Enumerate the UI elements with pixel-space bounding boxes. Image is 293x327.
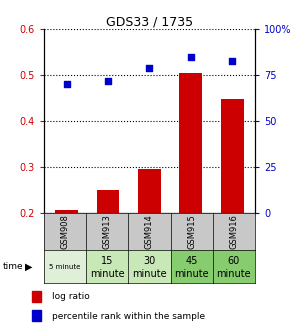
Text: minute: minute: [132, 269, 167, 279]
Bar: [138, 169, 161, 213]
Text: time: time: [3, 262, 23, 271]
Text: GSM914: GSM914: [145, 214, 154, 249]
Point: [106, 78, 110, 83]
Bar: [221, 99, 243, 213]
Text: 30: 30: [143, 256, 156, 266]
Text: 5 minute: 5 minute: [49, 264, 81, 269]
Point: [188, 54, 193, 60]
Bar: [55, 210, 78, 213]
Text: GSM913: GSM913: [103, 214, 112, 249]
Text: percentile rank within the sample: percentile rank within the sample: [52, 312, 205, 321]
Point: [230, 58, 234, 63]
Text: log ratio: log ratio: [52, 292, 89, 301]
Text: GSM916: GSM916: [229, 214, 238, 249]
Text: 60: 60: [228, 256, 240, 266]
Title: GDS33 / 1735: GDS33 / 1735: [106, 15, 193, 28]
Text: ▶: ▶: [25, 262, 33, 271]
Text: minute: minute: [217, 269, 251, 279]
Bar: [32, 291, 41, 302]
Bar: [179, 73, 202, 213]
Text: GSM915: GSM915: [187, 214, 196, 249]
Bar: [97, 190, 120, 213]
Text: GSM908: GSM908: [61, 214, 69, 249]
Text: minute: minute: [174, 269, 209, 279]
Text: 15: 15: [101, 256, 113, 266]
Point: [64, 82, 69, 87]
Text: minute: minute: [90, 269, 125, 279]
Text: 45: 45: [185, 256, 198, 266]
Point: [147, 65, 152, 71]
Bar: [32, 310, 41, 321]
